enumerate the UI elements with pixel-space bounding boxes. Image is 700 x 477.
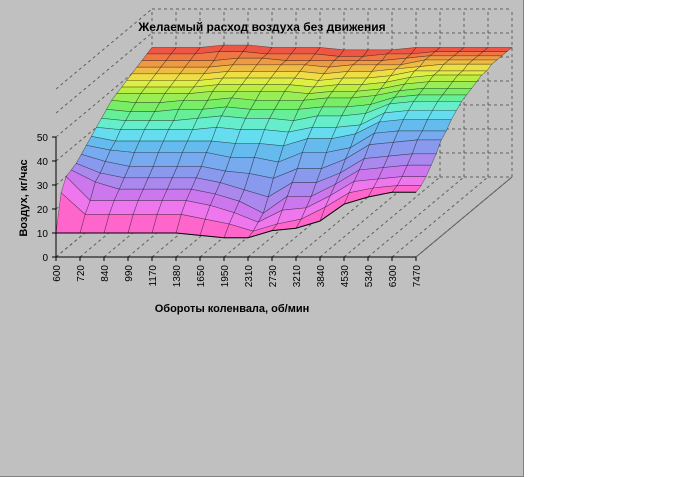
x-tick-label: 990 [124, 265, 135, 282]
x-tick-label: 5340 [364, 265, 375, 288]
series-front-line [56, 191, 416, 239]
surface-cell [121, 80, 152, 88]
surface-cell [258, 129, 289, 147]
surface-cell [374, 83, 406, 96]
surface-cell [253, 143, 284, 163]
x-tick-label: 600 [52, 265, 63, 282]
surface-cell [194, 44, 225, 55]
surface-cell [398, 81, 430, 92]
y-tick-label: 30 [37, 181, 49, 192]
y-axis-title: Воздух, кг/час [18, 159, 30, 236]
floor-gridline [343, 176, 441, 258]
y-tick-label: 50 [37, 133, 49, 144]
surface-cell [315, 158, 346, 184]
x-tick-label: 3210 [292, 265, 303, 288]
x-tick-label: 4530 [340, 265, 351, 288]
x-tick-label: 6300 [388, 265, 399, 288]
surface-cell [294, 71, 325, 81]
side-wall-gridline [55, 32, 153, 114]
surface-cell [226, 97, 257, 110]
surface-cell [136, 60, 167, 68]
surface-cell [384, 70, 416, 83]
x-tick-label: 1170 [148, 265, 159, 287]
x-tick-label: 720 [76, 265, 87, 282]
surface-cell [146, 47, 177, 55]
x-tick-label: 1650 [196, 265, 207, 288]
surface-cell [282, 126, 313, 147]
x-tick-label: 1950 [220, 265, 231, 288]
x-tick-label: 840 [100, 265, 111, 282]
surface-cell [252, 209, 283, 232]
x-tick-label: 3840 [316, 265, 327, 288]
side-wall-gridline [55, 8, 153, 90]
surface-cell [104, 149, 135, 167]
y-tick-label: 10 [37, 229, 49, 240]
floor-gridline [367, 176, 465, 258]
surface-cell [404, 51, 436, 59]
chart-title: Желаемый расход воздуха без движения [137, 20, 385, 34]
floor-gridline [391, 176, 489, 258]
x-tick-label: 2310 [244, 265, 255, 288]
y-tick-label: 40 [37, 157, 49, 168]
surface-bands [55, 44, 513, 239]
x-axis-title: Обороты коленвала, об/мин [155, 303, 310, 315]
surface-cell [109, 140, 140, 153]
y-axis-ticks: 0 10 20 30 40 50 [37, 133, 57, 264]
surface-cell [364, 96, 396, 115]
x-axis-ticks: 600 720 840 990 1170 1380 1650 1950 2310 2730 3210… [52, 256, 423, 288]
surface-cell [131, 66, 162, 75]
surface-cell [361, 75, 392, 86]
surface-cell [85, 135, 116, 151]
x-tick-label: 2730 [268, 265, 279, 288]
surface-cell [208, 57, 239, 68]
x-tick-label: 7470 [412, 265, 423, 288]
surface-cell [95, 117, 126, 131]
chart-panel: Желаемый расход воздуха без движения Обо… [0, 0, 524, 477]
surface-cell [115, 86, 147, 94]
x-tick-label: 1380 [172, 265, 183, 288]
surface-cell [289, 77, 320, 88]
surface-cell [90, 126, 121, 142]
surface-cell [126, 73, 157, 81]
surface-cell [141, 53, 172, 61]
surface-cell [195, 165, 226, 183]
surface-cell [299, 64, 330, 75]
surface-cell [153, 99, 185, 113]
surface-cell [272, 151, 303, 179]
surface-chart: Желаемый расход воздуха без движения Обо… [18, 8, 513, 315]
y-tick-label: 0 [42, 253, 48, 264]
y-tick-label: 20 [37, 205, 49, 216]
surface-cell [209, 193, 240, 213]
surface-cell [205, 140, 236, 158]
floor-right-edge [415, 176, 513, 258]
surface-cell [215, 115, 246, 131]
